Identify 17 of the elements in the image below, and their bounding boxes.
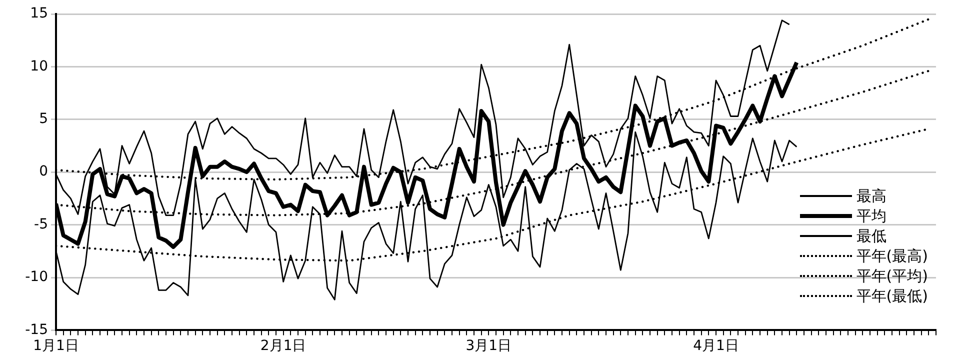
- x-tick-label: 2月1日: [260, 338, 306, 354]
- x-tick-label: 4月1日: [693, 338, 739, 354]
- y-tick-label: 0: [39, 164, 48, 180]
- y-tick-label: -5: [34, 216, 48, 232]
- y-tick-label: -15: [25, 322, 48, 338]
- x-tick-label: 1月1日: [33, 338, 79, 354]
- legend-label: 平年(最低): [856, 286, 928, 306]
- legend-label: 平年(平均): [856, 266, 928, 286]
- y-tick-label: 15: [30, 6, 48, 22]
- legend-label: 最高: [856, 186, 886, 206]
- y-tick-label: 5: [39, 111, 48, 128]
- legend-label: 平均: [856, 206, 886, 226]
- y-tick-label: 10: [30, 58, 48, 74]
- legend-label: 最低: [856, 226, 886, 246]
- y-tick-label: -10: [25, 269, 48, 286]
- legend-label: 平年(最高): [856, 246, 928, 266]
- x-tick-label: 3月1日: [466, 338, 512, 354]
